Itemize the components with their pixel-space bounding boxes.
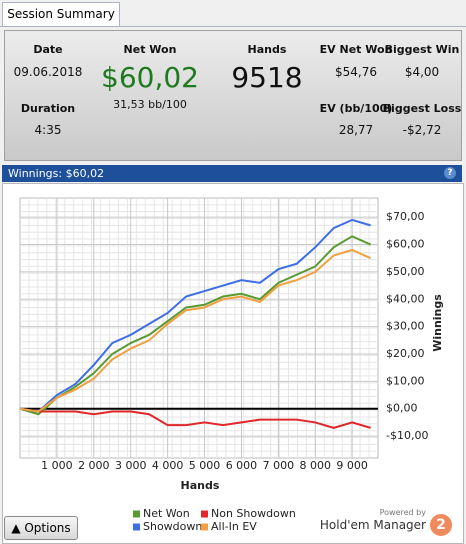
stat-label: Date — [33, 43, 63, 56]
x-tick-label: 6 000 — [226, 459, 258, 472]
legend-label: Net Won — [143, 507, 190, 520]
x-tick-label: 5 000 — [189, 459, 221, 472]
stat-label: Duration — [20, 102, 76, 115]
legend-label: Showdown — [143, 520, 202, 533]
y-tick-label: -$10,00 — [386, 429, 428, 442]
options-label: Options — [24, 521, 71, 535]
stat-label: Biggest Loss — [382, 102, 462, 115]
brand-logo: 2 — [430, 514, 452, 536]
stat-value: 9518 — [231, 61, 303, 94]
panel-header: Winnings: $60,02 ? — [2, 165, 462, 182]
y-tick-label: $50,00 — [386, 265, 425, 278]
stat-value: $54,76 — [335, 65, 377, 79]
legend-swatch — [133, 523, 140, 531]
stat-sub: 31,53 bb/100 — [113, 98, 187, 111]
stat-value: -$2,72 — [402, 123, 442, 137]
tab-line — [0, 26, 466, 27]
tab[interactable]: Session Summary — [2, 2, 120, 26]
x-tick-label: 3 000 — [115, 459, 147, 472]
options-button[interactable]: ▲ Options — [4, 516, 78, 540]
powered-by: Powered by — [379, 508, 426, 517]
legend-swatch — [201, 510, 208, 518]
legend-swatch — [201, 523, 208, 531]
series-line — [19, 248, 372, 413]
stat-label: EV (bb/100) — [319, 102, 393, 115]
stat-value: 4:35 — [34, 123, 62, 137]
stat-label: Biggest Win — [384, 43, 460, 56]
stat-label: Net Won — [123, 43, 177, 56]
x-tick-label: 8 000 — [300, 459, 332, 472]
legend-label: All-In EV — [211, 520, 257, 533]
y-tick-label: $70,00 — [386, 210, 425, 223]
summary-panel: Date 09.06.2018 Duration 4:35 Net Won $6… — [4, 30, 462, 161]
legend-swatch — [133, 510, 140, 518]
y-tick-label: $60,00 — [386, 238, 425, 251]
x-tick-label: 7 000 — [263, 459, 295, 472]
series-line — [19, 407, 371, 429]
chart: Hands Winnings -$10,00 $0,00 $10,00 $20,00 $… — [19, 197, 444, 533]
x-tick-label: 2 000 — [78, 459, 110, 472]
y-tick-label: $10,00 — [386, 374, 425, 387]
stat-value: $4,00 — [404, 65, 440, 79]
y-axis-title: Winnings — [431, 294, 444, 352]
y-tick-label: $40,00 — [386, 292, 425, 305]
legend-label: Non Showdown — [211, 507, 296, 520]
stat-value: $60,02 — [101, 61, 199, 94]
x-tick-label: 4 000 — [152, 459, 184, 472]
x-tick-label: 9 000 — [336, 459, 368, 472]
y-tick-label: $20,00 — [386, 347, 425, 360]
stat-label: EV Net Won — [319, 43, 393, 56]
y-tick-label: $30,00 — [386, 320, 425, 333]
series-line — [19, 218, 371, 413]
x-tick-label: 1 000 — [41, 459, 73, 472]
stat-value: 28,77 — [338, 123, 374, 137]
stat-value: 09.06.2018 — [13, 65, 83, 79]
stat-label: Hands — [247, 43, 287, 56]
panel-title: Winnings: $60,02 — [8, 167, 105, 180]
help-button[interactable]: ? — [444, 167, 456, 179]
y-tick-label: $0,00 — [386, 402, 418, 415]
x-axis-title: Hands — [181, 479, 220, 492]
series-line — [19, 235, 372, 416]
brand: Hold'em Manager — [319, 518, 426, 532]
